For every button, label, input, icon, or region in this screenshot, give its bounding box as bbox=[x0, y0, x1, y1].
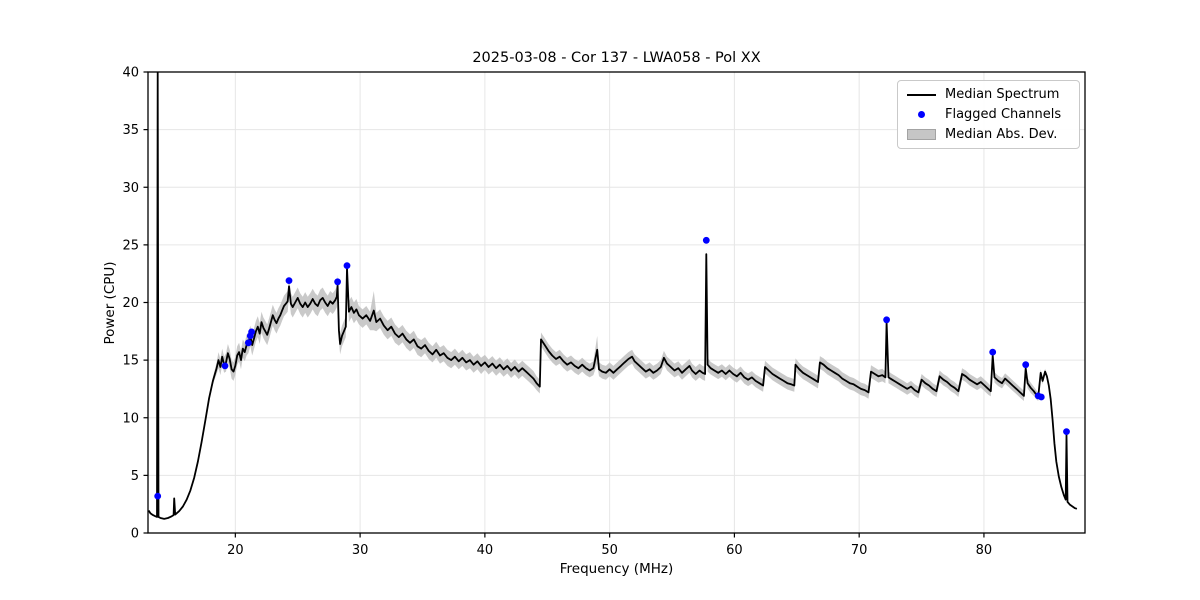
legend-label: Median Abs. Dev. bbox=[945, 126, 1058, 142]
y-tick-label: 5 bbox=[131, 469, 139, 484]
x-tick-label: 50 bbox=[601, 543, 618, 558]
flagged-channel-point bbox=[1037, 393, 1045, 401]
y-tick-label: 20 bbox=[122, 296, 139, 311]
mad-band-swatch bbox=[907, 128, 936, 140]
flagged-channel-point bbox=[154, 492, 162, 500]
flagged-channel-point bbox=[343, 262, 351, 269]
x-tick-label: 20 bbox=[227, 543, 244, 558]
legend-item-median-abs-dev: Median Abs. Dev. bbox=[907, 125, 1070, 144]
legend-item-flagged-channels: Flagged Channels bbox=[907, 105, 1070, 124]
mad-band bbox=[209, 248, 1049, 401]
x-tick-label: 70 bbox=[851, 543, 868, 558]
legend-item-median-spectrum: Median Spectrum bbox=[907, 85, 1070, 104]
flagged-dot-swatch bbox=[907, 110, 936, 118]
median-spectrum-line bbox=[148, 72, 1078, 520]
flagged-channel-point bbox=[1022, 361, 1030, 369]
x-tick-label: 80 bbox=[976, 543, 993, 558]
legend-label: Median Spectrum bbox=[945, 87, 1060, 103]
y-axis-label: Power (CPU) bbox=[102, 261, 118, 345]
flagged-channel-point bbox=[285, 277, 293, 284]
flagged-channel-point bbox=[248, 328, 256, 336]
flagged-channel-point bbox=[883, 316, 890, 324]
y-tick-label: 30 bbox=[122, 181, 139, 196]
flagged-channel-point bbox=[989, 348, 997, 356]
flagged-channel-point bbox=[702, 236, 710, 244]
flagged-channel-point bbox=[245, 339, 252, 347]
y-tick-label: 0 bbox=[131, 527, 139, 542]
y-tick-label: 15 bbox=[122, 354, 139, 369]
x-tick-label: 60 bbox=[726, 543, 743, 558]
flagged-channel-point bbox=[1063, 428, 1070, 435]
y-tick-label: 25 bbox=[122, 238, 139, 253]
y-tick-label: 10 bbox=[122, 411, 139, 426]
flagged-channel-point bbox=[334, 278, 341, 286]
legend: Median Spectrum Flagged Channels Median … bbox=[897, 80, 1080, 149]
x-tick-label: 30 bbox=[352, 543, 369, 558]
median-line-swatch bbox=[907, 93, 936, 96]
y-tick-label: 35 bbox=[122, 123, 139, 138]
legend-label: Flagged Channels bbox=[945, 106, 1062, 122]
x-axis-label: Frequency (MHz) bbox=[559, 561, 674, 577]
y-tick-label: 40 bbox=[122, 66, 139, 81]
x-tick-label: 40 bbox=[477, 543, 494, 558]
flagged-channel-point bbox=[221, 362, 229, 370]
plot-title: 2025-03-08 - Cor 137 - LWA058 - Pol XX bbox=[472, 50, 761, 66]
